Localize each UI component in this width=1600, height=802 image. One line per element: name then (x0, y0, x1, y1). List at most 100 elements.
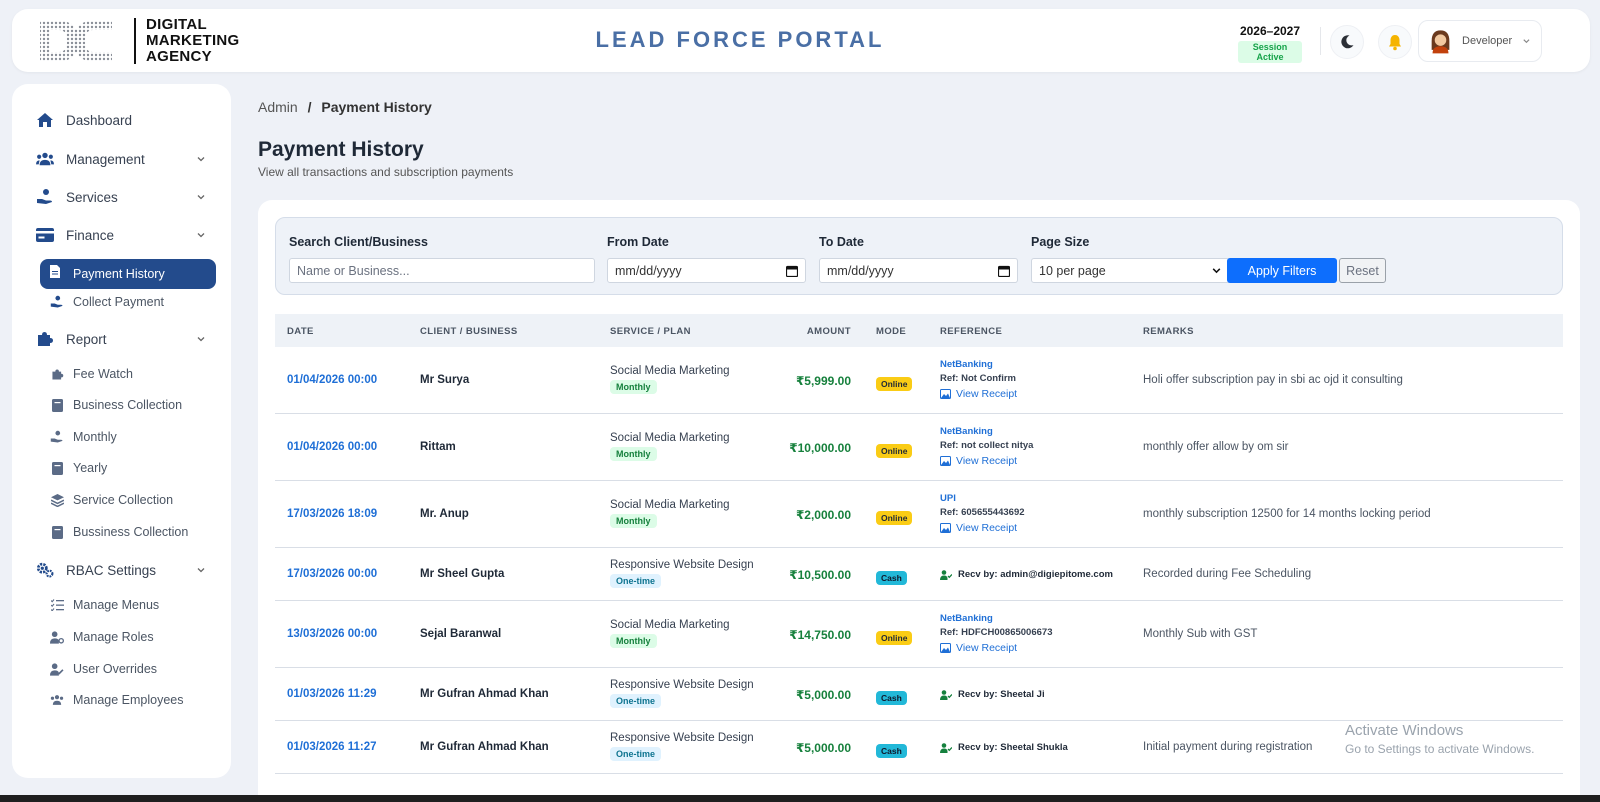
view-receipt-link[interactable]: View Receipt (940, 455, 1033, 467)
dark-mode-toggle[interactable] (1330, 25, 1364, 59)
table-header: DATE CLIENT / BUSINESS SERVICE / PLAN AM… (275, 314, 1563, 347)
sidebar-item-manage-roles[interactable]: Manage Roles (12, 624, 231, 650)
ref-number: Ref: 605655443692 (940, 507, 1025, 518)
sidebar-item-management[interactable]: Management (12, 144, 231, 174)
row-client: Mr. Anup (420, 508, 469, 520)
sidebar-item-rbac-settings[interactable]: RBAC Settings (12, 555, 231, 585)
user-check-icon (940, 569, 952, 580)
sidebar-item-fee-watch[interactable]: Fee Watch (12, 361, 231, 387)
book-icon (50, 525, 64, 539)
sidebar-item-dashboard[interactable]: Dashboard (12, 105, 231, 135)
to-date-input[interactable]: mm/dd/yyyy (819, 258, 1018, 283)
credit-card-icon (36, 226, 54, 244)
sidebar-item-collect-payment[interactable]: Collect Payment (12, 289, 231, 315)
gears-icon (36, 561, 54, 579)
puzzle-icon (50, 367, 64, 381)
header-divider (1320, 27, 1321, 55)
sidebar: Dashboard Management Services Finance Pa… (12, 84, 231, 778)
row-client: Sejal Baranwal (420, 628, 502, 640)
sidebar-item-service-collection[interactable]: Service Collection (12, 487, 231, 513)
row-mode: Online (876, 374, 913, 392)
plan-badge: Monthly (610, 447, 657, 461)
notifications-button[interactable] (1378, 25, 1412, 59)
mode-badge: Online (876, 631, 913, 645)
from-date-label: From Date (607, 235, 669, 249)
breadcrumb-admin-link[interactable]: Admin (258, 99, 298, 115)
row-amount: ₹2,000.00 (795, 508, 851, 522)
page-size-select[interactable]: 10 per page (1031, 258, 1230, 283)
chevron-down-icon (197, 195, 205, 200)
logo-divider (134, 18, 136, 64)
table-row[interactable]: 17/03/2026 18:09 Mr. Anup Social Media M… (275, 481, 1563, 548)
row-remarks: Initial payment during registration (1143, 741, 1313, 753)
chevron-down-icon (197, 233, 205, 238)
row-reference: Recv by: admin@digiepitome.com (940, 569, 1113, 580)
sidebar-item-user-overrides[interactable]: User Overrides (12, 656, 231, 682)
received-by: Recv by: Sheetal Shukla (940, 742, 1068, 753)
table-row[interactable]: 13/03/2026 00:00 Sejal Baranwal Social M… (275, 601, 1563, 668)
sidebar-item-bussiness-collection[interactable]: Bussiness Collection (12, 519, 231, 545)
user-menu[interactable]: Developer (1418, 20, 1542, 62)
service-name: Social Media Marketing (610, 499, 730, 511)
row-date[interactable]: 01/03/2026 11:29 (287, 688, 377, 700)
row-reference: Recv by: Sheetal Shukla (940, 742, 1068, 753)
ref-method: NetBanking (940, 613, 993, 624)
user-name: Developer (1462, 35, 1513, 47)
bell-icon (1389, 34, 1401, 50)
row-date[interactable]: 01/03/2026 11:27 (287, 741, 377, 753)
row-date[interactable]: 17/03/2026 00:00 (287, 568, 378, 580)
book-icon (50, 461, 64, 475)
reset-button[interactable]: Reset (1339, 258, 1386, 283)
windows-activation-watermark: Activate Windows Go to Settings to activ… (1345, 722, 1534, 756)
session-indicator: 2026–2027 Session Active (1238, 24, 1302, 65)
sidebar-item-report[interactable]: Report (12, 324, 231, 354)
sidebar-item-finance[interactable]: Finance (12, 220, 231, 250)
row-date[interactable]: 13/03/2026 00:00 (287, 628, 378, 640)
row-date[interactable]: 17/03/2026 18:09 (287, 508, 378, 520)
apply-filters-button[interactable]: Apply Filters (1227, 258, 1337, 283)
breadcrumb-current: Payment History (321, 99, 432, 115)
table-row[interactable]: 01/04/2026 00:00 Rittam Social Media Mar… (275, 414, 1563, 481)
view-receipt-link[interactable]: View Receipt (940, 522, 1025, 534)
received-by: Recv by: admin@digiepitome.com (940, 569, 1113, 580)
col-client: CLIENT / BUSINESS (420, 326, 518, 337)
service-name: Social Media Marketing (610, 365, 730, 377)
view-receipt-link[interactable]: View Receipt (940, 388, 1017, 400)
table-row[interactable]: 01/04/2026 00:00 Mr Surya Social Media M… (275, 347, 1563, 414)
sidebar-item-payment-history[interactable]: Payment History (40, 259, 216, 289)
calendar-icon (786, 265, 798, 277)
plan-badge: Monthly (610, 380, 657, 394)
table-row[interactable]: 17/03/2026 00:00 Mr Sheel Gupta Responsi… (275, 548, 1563, 601)
page-size-label: Page Size (1031, 235, 1090, 249)
sidebar-item-yearly[interactable]: Yearly (12, 455, 231, 481)
col-mode: MODE (876, 326, 907, 337)
taskbar (0, 795, 1600, 802)
chevron-down-icon (1523, 39, 1530, 44)
mode-badge: Online (876, 444, 913, 458)
row-date[interactable]: 01/04/2026 00:00 (287, 441, 378, 453)
col-amount: AMOUNT (806, 326, 851, 337)
sidebar-item-business-collection[interactable]: Business Collection (12, 392, 231, 418)
chevron-down-icon (197, 568, 205, 573)
users-icon (36, 150, 54, 168)
sidebar-item-monthly[interactable]: Monthly (12, 424, 231, 450)
row-amount: ₹10,500.00 (789, 568, 851, 582)
sidebar-item-services[interactable]: Services (12, 182, 231, 212)
home-icon (36, 111, 54, 129)
view-receipt-link[interactable]: View Receipt (940, 642, 1052, 654)
sidebar-item-manage-menus[interactable]: Manage Menus (12, 592, 231, 618)
image-icon (940, 643, 951, 653)
row-date[interactable]: 01/04/2026 00:00 (287, 374, 378, 386)
table-row[interactable]: 01/03/2026 11:27 Mr Gufran Ahmad Khan Re… (275, 721, 1563, 774)
page-subtitle: View all transactions and subscription p… (258, 165, 514, 179)
search-input[interactable]: Name or Business... (289, 258, 595, 283)
sidebar-item-manage-employees[interactable]: Manage Employees (12, 687, 231, 713)
row-service: Social Media Marketing Monthly (610, 619, 730, 649)
avatar (1431, 30, 1450, 54)
from-date-input[interactable]: mm/dd/yyyy (607, 258, 806, 283)
table-row[interactable]: 01/03/2026 11:29 Mr Gufran Ahmad Khan Re… (275, 668, 1563, 721)
puzzle-icon (36, 330, 54, 348)
mode-badge: Cash (876, 744, 907, 758)
row-service: Responsive Website Design One-time (610, 679, 754, 709)
breadcrumb: Admin / Payment History (258, 99, 432, 115)
